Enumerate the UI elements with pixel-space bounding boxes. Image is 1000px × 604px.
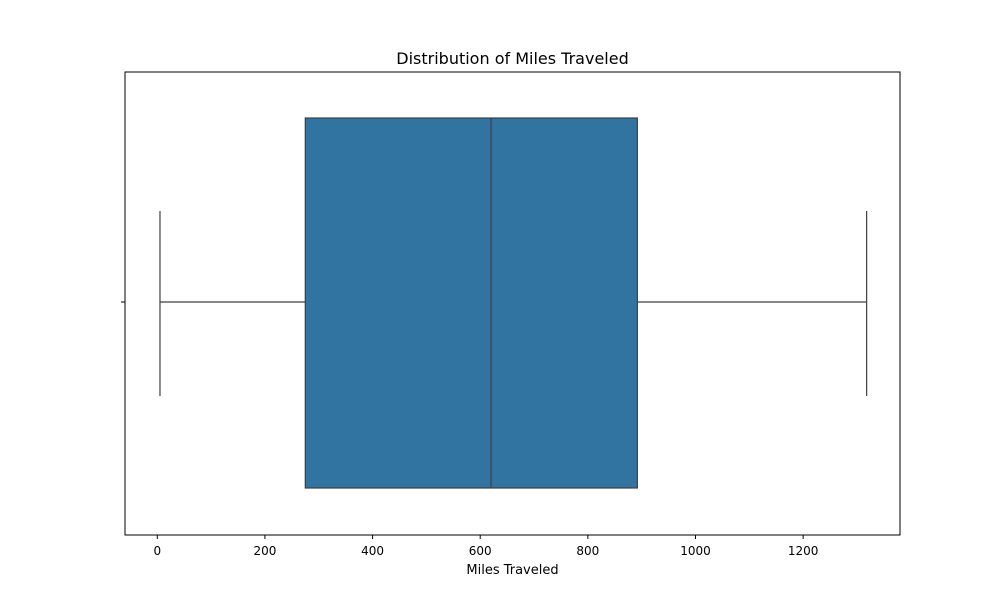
interquartile-box bbox=[304, 117, 638, 489]
x-tick-label: 600 bbox=[469, 544, 492, 558]
x-axis-label: Miles Traveled bbox=[466, 563, 558, 578]
x-axis-ticks: 0 200 400 600 800 1000 1200 bbox=[153, 535, 818, 558]
x-tick-label: 200 bbox=[253, 544, 276, 558]
chart-title: Distribution of Miles Traveled bbox=[396, 49, 628, 68]
x-tick-label: 0 bbox=[153, 544, 161, 558]
plot-area-frame bbox=[124, 71, 901, 536]
x-tick-label: 800 bbox=[576, 544, 599, 558]
x-tick-label: 400 bbox=[361, 544, 384, 558]
x-tick-label: 1200 bbox=[788, 544, 819, 558]
x-tick-label: 1000 bbox=[680, 544, 711, 558]
boxplot bbox=[159, 117, 868, 489]
